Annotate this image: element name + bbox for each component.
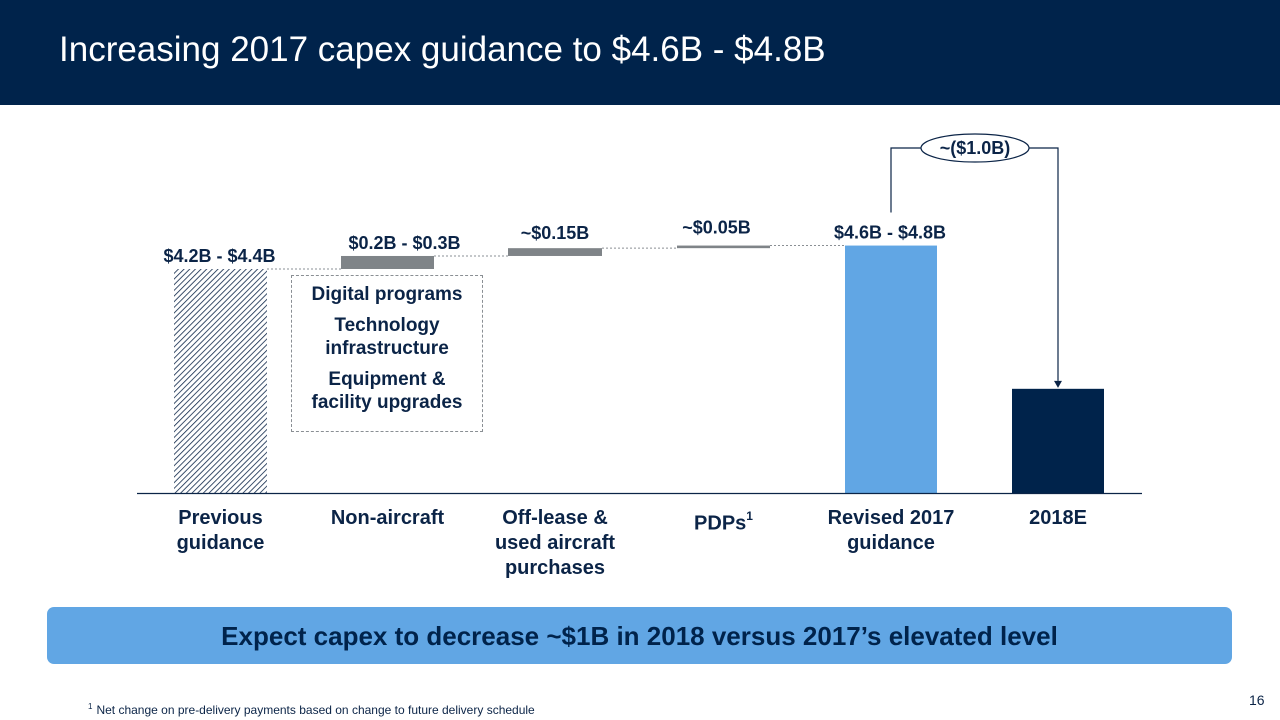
arrow-down-icon bbox=[1054, 380, 1062, 388]
decrease-annotation-oval bbox=[920, 133, 1030, 163]
footnote: 1 Net change on pre-delivery payments bas… bbox=[88, 702, 535, 717]
x-tick-label-revised-2017-guidance: Revised 2017 guidance bbox=[827, 507, 955, 554]
non-aircraft-breakdown-callout: Digital programs Technology infrastructu… bbox=[291, 275, 483, 432]
bar-off-lease-used-aircraft-purchases bbox=[508, 248, 602, 256]
bar-previous-guidance bbox=[174, 269, 267, 493]
bar-revised-2017-guidance bbox=[845, 245, 937, 493]
x-tick-label-previous-guidance: Previous guidance bbox=[176, 507, 265, 554]
decrease-bracket-right bbox=[1028, 147, 1059, 381]
footnote-text: Net change on pre-delivery payments base… bbox=[96, 703, 535, 717]
bar-value-label: ~$0.15B bbox=[521, 223, 590, 243]
callout-item: Technology infrastructure bbox=[325, 315, 449, 359]
footnote-marker: 1 bbox=[88, 702, 93, 711]
bar-pdps bbox=[677, 245, 770, 249]
bar-value-label: $4.2B - $4.4B bbox=[163, 246, 275, 266]
page-title: Increasing 2017 capex guidance to $4.6B … bbox=[59, 30, 826, 69]
slide-header: Increasing 2017 capex guidance to $4.6B … bbox=[0, 0, 1280, 105]
callout-item: Digital programs bbox=[311, 284, 463, 305]
decrease-bracket-left bbox=[890, 147, 921, 213]
bar-value-label: $4.6B - $4.8B bbox=[834, 223, 946, 243]
banner-text: Expect capex to decrease ~$1B in 2018 ve… bbox=[221, 621, 1058, 651]
x-tick-label-off-lease-used-aircraft-purchases: Off-lease & used aircraft purchases bbox=[494, 507, 616, 579]
summary-banner: Expect capex to decrease ~$1B in 2018 ve… bbox=[47, 607, 1232, 664]
x-tick-label-non-aircraft: Non-aircraft bbox=[330, 507, 445, 529]
page-number: 16 bbox=[1249, 692, 1265, 708]
x-tick-label-2018e: 2018E bbox=[1029, 507, 1087, 529]
bar-non-aircraft bbox=[341, 255, 434, 269]
bar-value-label: $0.2B - $0.3B bbox=[348, 233, 460, 253]
bar-value-label: ~$0.05B bbox=[682, 218, 751, 238]
decrease-annotation-label: ~($1.0B) bbox=[940, 138, 1011, 158]
callout-item: Equipment & facility upgrades bbox=[311, 369, 463, 413]
x-tick-label-pdps: PDPs1 bbox=[694, 509, 753, 535]
bar-2018e bbox=[1012, 388, 1104, 493]
